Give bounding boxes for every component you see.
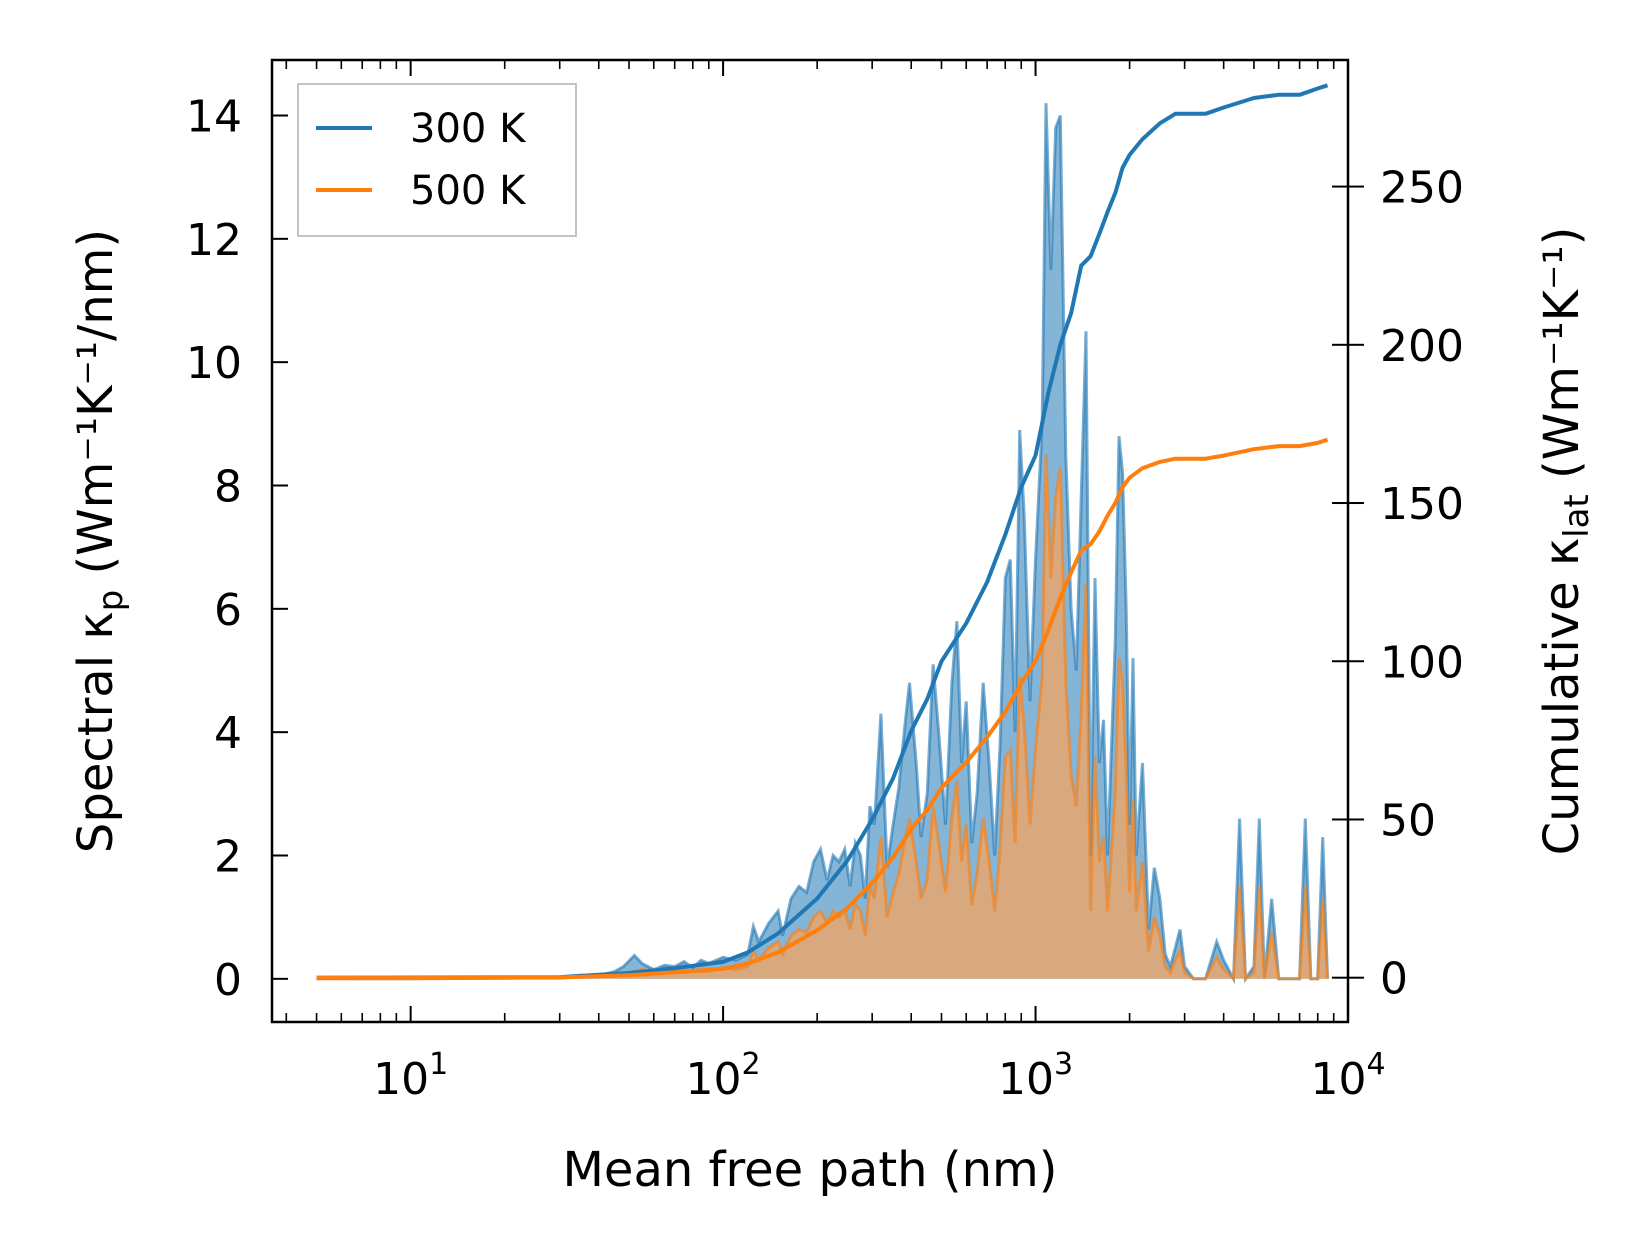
y-right-subscript: lat <box>1557 494 1597 538</box>
x-tick-base: 10 <box>373 1054 429 1105</box>
y-left-subscript: p <box>91 590 131 612</box>
x-tick-exponent: 2 <box>742 1047 761 1082</box>
y-left-tick-label: 14 <box>186 92 242 143</box>
cumulative-line-500k <box>316 437 1329 980</box>
x-tick-label: 103 <box>998 1047 1073 1105</box>
x-tick-base: 10 <box>1310 1054 1366 1105</box>
spectral-fill-500k <box>316 454 1328 979</box>
y-right-prefix: Cumulative κ <box>1534 538 1590 856</box>
spectral-fill-300k <box>316 103 1328 979</box>
cumulative-line-300k <box>316 83 1329 980</box>
y-left-tick-label: 0 <box>214 955 242 1006</box>
y-left-suffix: (Wm⁻¹K⁻¹/nm) <box>68 229 124 590</box>
x-tick-exponent: 3 <box>1054 1047 1073 1082</box>
plot-layer <box>316 83 1329 985</box>
y-right-tick-label: 250 <box>1380 163 1464 214</box>
x-tick-label: 102 <box>686 1047 761 1105</box>
y-right-suffix: (Wm⁻¹K⁻¹) <box>1534 227 1590 495</box>
x-tick-label: 104 <box>1310 1047 1385 1105</box>
legend-frame <box>297 83 577 237</box>
legend-label-300k: 300 K <box>410 106 527 152</box>
legend-label-500k: 500 K <box>410 168 527 214</box>
y-axis-title-right: Cumulative κlat (Wm⁻¹K⁻¹) <box>1534 227 1597 856</box>
y-right-tick-label: 50 <box>1380 795 1436 846</box>
y-left-tick-label: 4 <box>214 708 242 759</box>
y-left-prefix: Spectral κ <box>68 611 124 853</box>
y-axis-title-left: Spectral κp (Wm⁻¹K⁻¹/nm) <box>68 229 131 853</box>
y-left-tick-label: 10 <box>186 338 242 389</box>
y-left-tick-label: 8 <box>214 462 242 513</box>
x-axis-title: Mean free path (nm) <box>563 1142 1058 1198</box>
plot-frame <box>270 58 1350 1024</box>
x-tick-base: 10 <box>998 1054 1054 1105</box>
x-tick-base: 10 <box>686 1054 742 1105</box>
y-left-tick-label: 12 <box>186 215 242 266</box>
y-left-tick-label: 6 <box>214 585 242 636</box>
x-tick-exponent: 1 <box>429 1047 448 1082</box>
y-right-tick-label: 0 <box>1380 954 1408 1005</box>
spectral-line-500k <box>316 454 1329 983</box>
y-right-tick-label: 200 <box>1380 321 1464 372</box>
x-tick-exponent: 4 <box>1366 1047 1385 1082</box>
x-tick-label: 101 <box>373 1047 448 1105</box>
y-right-tick-label: 150 <box>1380 479 1464 530</box>
legend: 300 K 500 K <box>297 83 577 237</box>
y-right-tick-label: 100 <box>1380 637 1464 688</box>
spectral-line-300k <box>316 103 1329 985</box>
y-left-tick-label: 2 <box>214 832 242 883</box>
